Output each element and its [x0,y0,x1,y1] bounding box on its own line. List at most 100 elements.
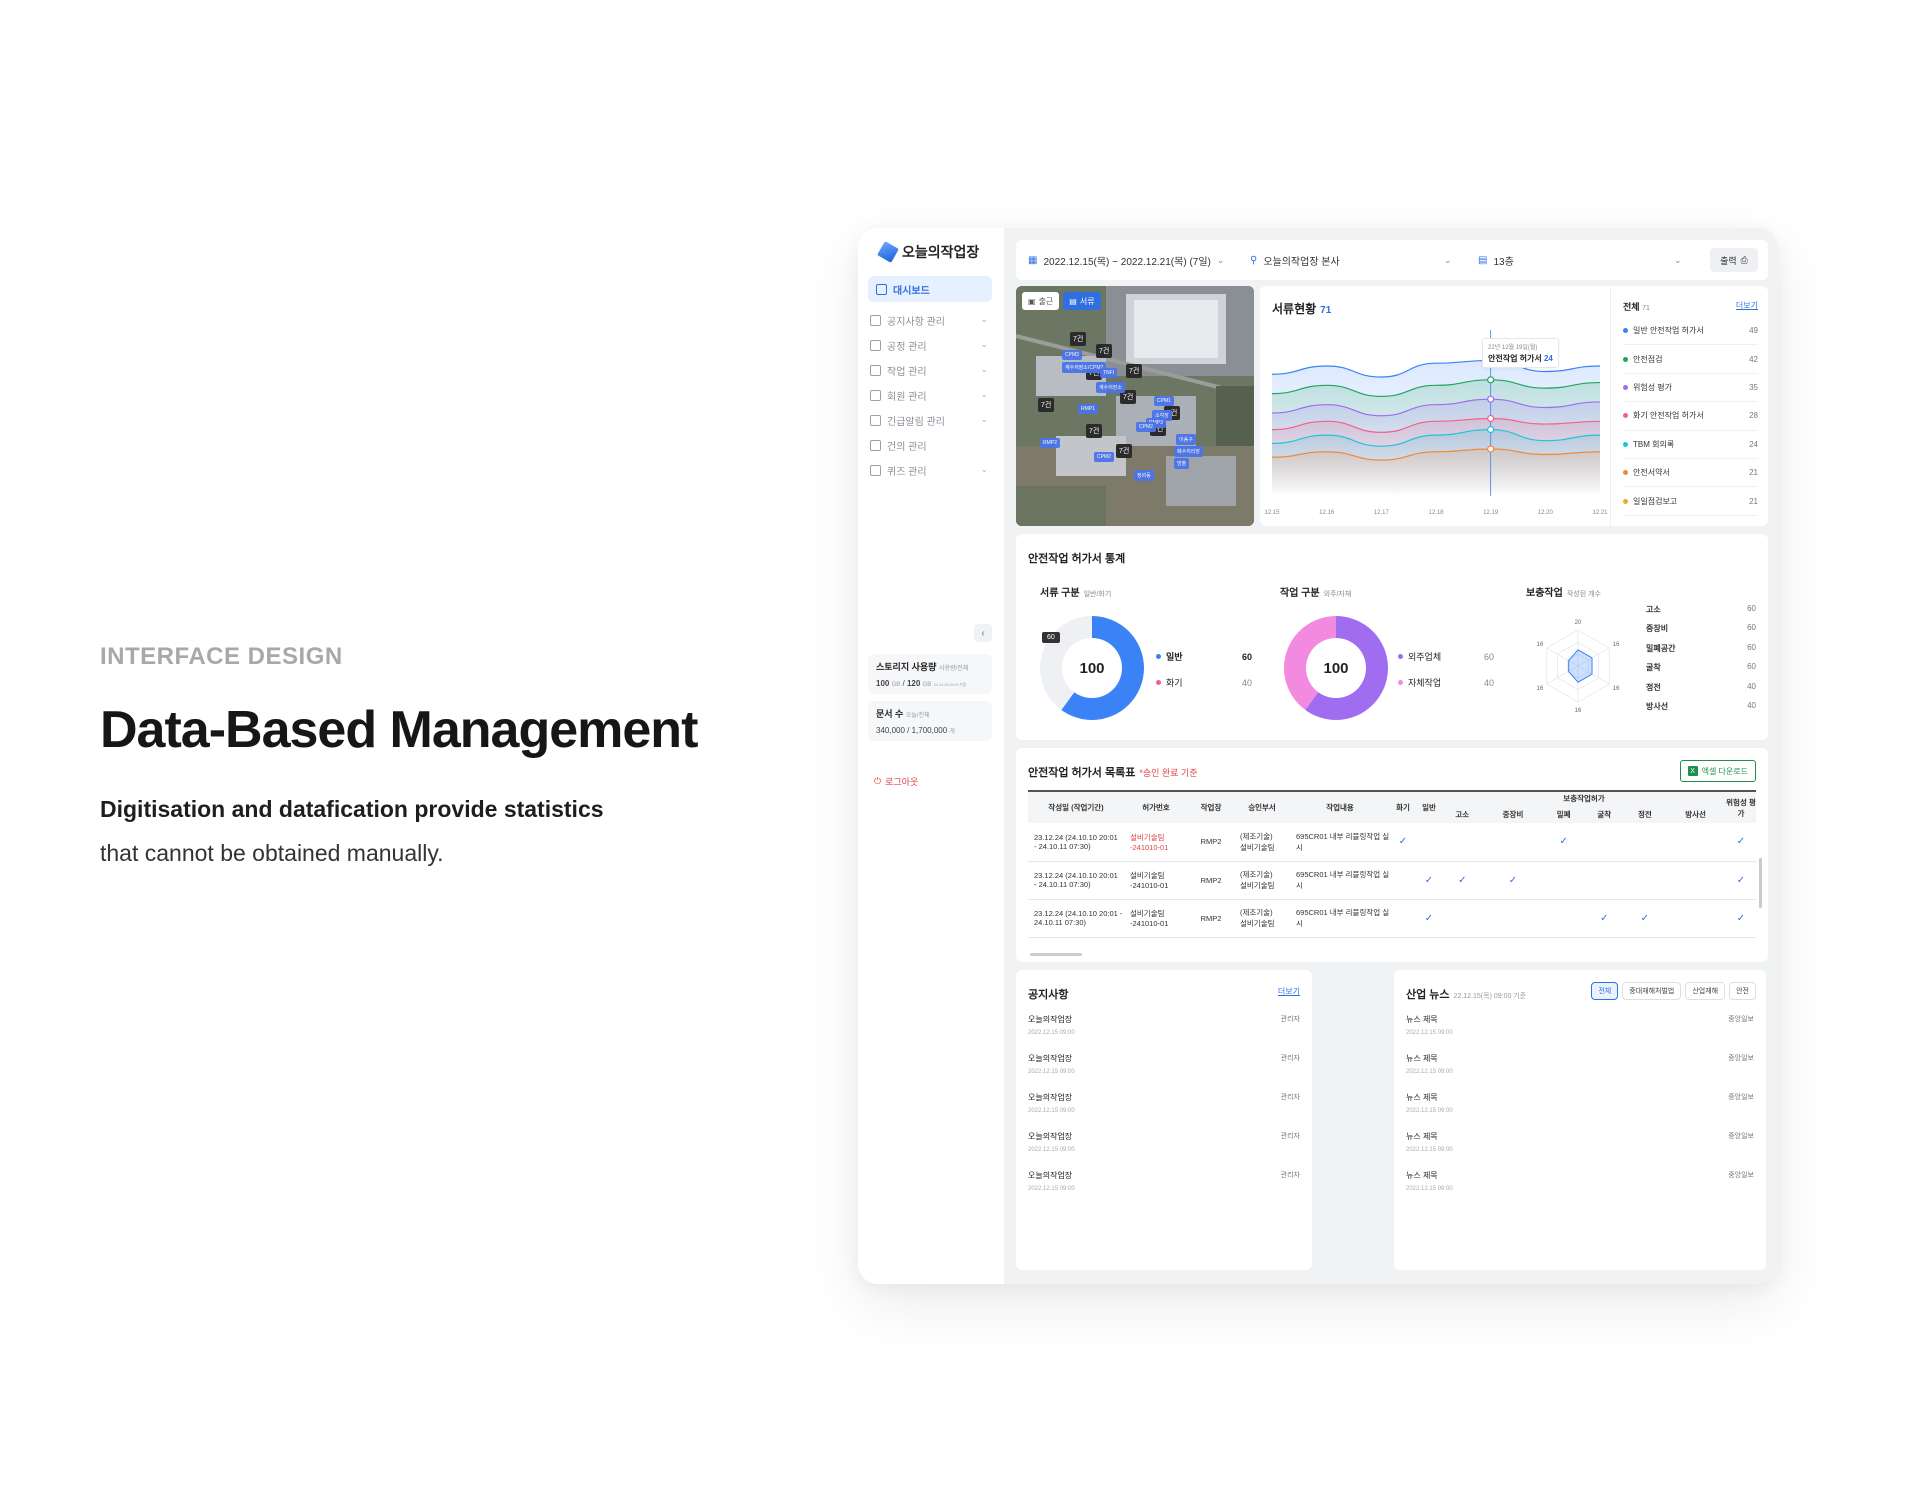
news-chip[interactable]: 산업재해 [1685,982,1726,1000]
news-item[interactable]: 뉴스 제목 2022.12.15 09:00 중앙일보 [1406,1131,1754,1161]
map-count-pin[interactable]: 7건 [1038,398,1055,412]
col-fire[interactable]: 화기 [1390,790,1416,823]
col-risk[interactable]: 위험성 평가 [1726,790,1756,823]
map-area-label[interactable]: 방출 [1174,458,1190,469]
cell-permit-no[interactable]: 설비기술팀 -241010-01 [1124,823,1188,862]
news-item[interactable]: 뉴스 제목 2022.12.15 09:00 중앙일보 [1406,1014,1754,1044]
notice-item[interactable]: 오늘의작업장 2022.12.15 09:00 관리자 [1028,1131,1300,1161]
news-chip[interactable]: 전체 [1591,982,1619,1000]
map-area-label[interactable]: CPM2 [1094,452,1114,462]
sidebar-item-0[interactable]: 공지사항 관리 ⌄ [868,310,992,330]
highlight-point[interactable] [1487,445,1495,453]
legend-item[interactable]: TBM 회의록 24 [1623,431,1758,459]
col-supp-1[interactable]: 중장비 [1482,805,1544,823]
map-area-label[interactable]: CPM2 [1136,422,1156,432]
legend-more-link[interactable]: 더보기 [1735,301,1758,310]
table-row[interactable]: 23.12.24 (24.10.10 20:01- 24.10.11 07:30… [1028,823,1756,862]
horizontal-scrollbar[interactable] [1030,953,1082,956]
news-chip[interactable]: 안전 [1729,982,1756,1000]
map-area-label[interactable]: TNFI [1100,368,1118,378]
legend-item[interactable]: 안전서약서 21 [1623,459,1758,488]
logout-button[interactable]: ⏻ 로그아웃 [874,775,918,788]
news-item[interactable]: 뉴스 제목 2022.12.15 09:00 중앙일보 [1406,1170,1754,1200]
supp-work-radar[interactable]: 20 16 16 16 16 16 [1528,616,1628,716]
col-content[interactable]: 작업내용 [1290,790,1390,823]
map-area-label[interactable]: CPM1 [1154,396,1174,406]
sidebar-item-2[interactable]: 작업 관리 ⌄ [868,360,992,380]
sidebar-item-6[interactable]: 퀴즈 관리 ⌄ [868,460,992,480]
legend-item[interactable]: 일반 안전작업 허가서 49 [1623,317,1758,346]
map-area-label[interactable]: RMP3 [1146,418,1166,428]
doc-status-chart[interactable]: 12.15 12.16 12.17 12.18 12.19 12.20 12.21 [1260,286,1610,526]
col-supp-3[interactable]: 굴착 [1583,805,1625,823]
date-range-select[interactable]: ▦ 2022.12.15(목) ~ 2022.12.21(목) (7일) ⌄ [1028,253,1224,268]
col-supp-2[interactable]: 밀폐 [1543,805,1584,823]
cell-permit-no[interactable]: 설비기술팀 -241010-01 [1124,861,1188,900]
map-count-pin[interactable]: 7건 [1070,332,1087,346]
notice-item[interactable]: 오늘의작업장 2022.12.15 09:00 관리자 [1028,1014,1300,1044]
col-supp-5[interactable]: 방사선 [1665,805,1726,823]
vertical-scrollbar[interactable] [1759,858,1762,908]
map-area-label[interactable]: CPM3 [1062,350,1082,360]
col-dept[interactable]: 승인부서 [1234,790,1290,823]
map-area-label[interactable]: 이송구 [1176,434,1196,445]
legend-item[interactable]: 화기 안전작업 허가서 28 [1623,402,1758,431]
legend-item[interactable]: 안전점검 42 [1623,345,1758,374]
series-line[interactable] [1271,359,1601,378]
tab-attendance[interactable]: ▣ 출근 [1022,292,1060,310]
col-site[interactable]: 작업장 [1188,790,1234,823]
sidebar-item-5[interactable]: 건의 관리 [868,435,992,455]
col-permit-no[interactable]: 허가번호 [1124,790,1188,823]
sidebar-item-dashboard[interactable]: 대시보드 [868,276,992,302]
series-line[interactable] [1271,417,1601,433]
cell-permit-no[interactable]: 설비기술팀 -241010-01 [1124,899,1188,938]
notice-more-link[interactable]: 더보기 [1277,987,1300,996]
map-area-label[interactable]: RMP2 [1040,438,1060,448]
excel-download-button[interactable]: X 엑셀 다운로드 [1679,760,1756,782]
work-type-donut[interactable]: 100 [1284,616,1388,720]
map-area-label[interactable]: 정비동 [1134,470,1154,481]
sidebar-item-3[interactable]: 회원 관리 ⌄ [868,385,992,405]
highlight-point[interactable] [1487,426,1495,434]
col-supp-0[interactable]: 고소 [1442,805,1483,823]
news-chip[interactable]: 중대재해처벌법 [1622,982,1682,1000]
sidebar-collapse-button[interactable]: ‹ [974,624,992,642]
notice-item[interactable]: 오늘의작업장 2022.12.15 09:00 관리자 [1028,1170,1300,1200]
series-line[interactable] [1271,428,1601,447]
col-supp-4[interactable]: 정전 [1624,805,1666,823]
highlight-point[interactable] [1487,395,1495,403]
table-row[interactable]: 23.12.24 (24.10.10 20:01 -24.10.11 07:30… [1028,899,1756,938]
notice-item[interactable]: 오늘의작업장 2022.12.15 09:00 관리자 [1028,1092,1300,1122]
map-count-pin[interactable]: 7건 [1096,344,1113,358]
highlight-point[interactable] [1487,414,1495,423]
map-area-label[interactable]: 계수저장소/CPM7 [1062,362,1107,373]
notice-item[interactable]: 오늘의작업장 2022.12.15 09:00 관리자 [1028,1053,1300,1083]
highlight-point[interactable] [1487,376,1495,384]
sidebar-item-1[interactable]: 공정 관리 ⌄ [868,335,992,355]
col-general[interactable]: 일반 [1416,790,1442,823]
map-area-label[interactable]: 폐수처리장 [1174,446,1204,457]
col-date[interactable]: 작성일 (작업기간) [1028,790,1124,823]
sidebar-item-4[interactable]: 긴급알림 관리 ⌄ [868,410,992,430]
news-item[interactable]: 뉴스 제목 2022.12.15 09:00 중앙일보 [1406,1053,1754,1083]
logo[interactable]: 오늘의작업장 [877,241,979,263]
map-area-label[interactable]: 계수저장소 [1096,382,1126,393]
map-area-label[interactable]: 소각장 [1152,410,1172,421]
map-count-pin[interactable]: 7건 [1120,390,1137,404]
series-line[interactable] [1271,448,1601,461]
series-line[interactable] [1271,398,1601,417]
radar-series[interactable] [1568,649,1593,683]
map-count-pin[interactable]: 7건 [1126,364,1143,378]
legend-item[interactable]: 일일점검보고 21 [1623,487,1758,516]
print-button[interactable]: 출력 ⎙ [1710,248,1758,272]
series-line[interactable] [1271,379,1601,398]
table-row[interactable]: 23.12.24 (24.10.10 20:01- 24.10.11 07:30… [1028,861,1756,900]
map-count-pin[interactable]: 7건 [1116,444,1133,458]
legend-item[interactable]: 위험성 평가 35 [1623,374,1758,403]
site-select[interactable]: ⚲ 오늘의작업장 본사 ⌄ [1250,253,1452,268]
floor-select[interactable]: ▤ 13층 ⌄ [1478,253,1682,268]
site-map[interactable]: ▣ 출근 ▤ 서류 7건 7건 7건 7건 7건 7건 7건 7건 7건 7건 CPM3 계수저장소/CP… [1016,286,1254,526]
map-count-pin[interactable]: 7건 [1086,424,1103,438]
news-item[interactable]: 뉴스 제목 2022.12.15 09:00 중앙일보 [1406,1092,1754,1122]
tab-documents[interactable]: ▤ 서류 [1063,292,1101,310]
